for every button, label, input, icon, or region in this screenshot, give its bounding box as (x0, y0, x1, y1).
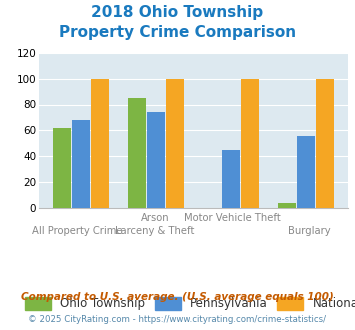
Text: 2018 Ohio Township: 2018 Ohio Township (92, 5, 263, 20)
Text: Larceny & Theft: Larceny & Theft (115, 226, 195, 236)
Bar (278, 203, 296, 208)
Text: Property Crime Comparison: Property Crime Comparison (59, 25, 296, 40)
Bar (72, 120, 90, 208)
Bar (222, 150, 240, 208)
Text: Compared to U.S. average. (U.S. average equals 100): Compared to U.S. average. (U.S. average … (21, 292, 334, 302)
Text: Burglary: Burglary (288, 226, 331, 236)
Bar (91, 79, 109, 208)
Bar (297, 136, 315, 208)
Bar (241, 79, 259, 208)
Legend: Ohio Township, Pennsylvania, National: Ohio Township, Pennsylvania, National (22, 294, 355, 313)
Text: © 2025 CityRating.com - https://www.cityrating.com/crime-statistics/: © 2025 CityRating.com - https://www.city… (28, 315, 327, 324)
Text: All Property Crime: All Property Crime (32, 226, 123, 236)
Bar (147, 112, 165, 208)
Bar (128, 98, 146, 208)
Bar (53, 128, 71, 208)
Bar (166, 79, 184, 208)
Text: Arson: Arson (141, 213, 169, 223)
Bar (316, 79, 334, 208)
Text: Motor Vehicle Theft: Motor Vehicle Theft (184, 213, 280, 223)
